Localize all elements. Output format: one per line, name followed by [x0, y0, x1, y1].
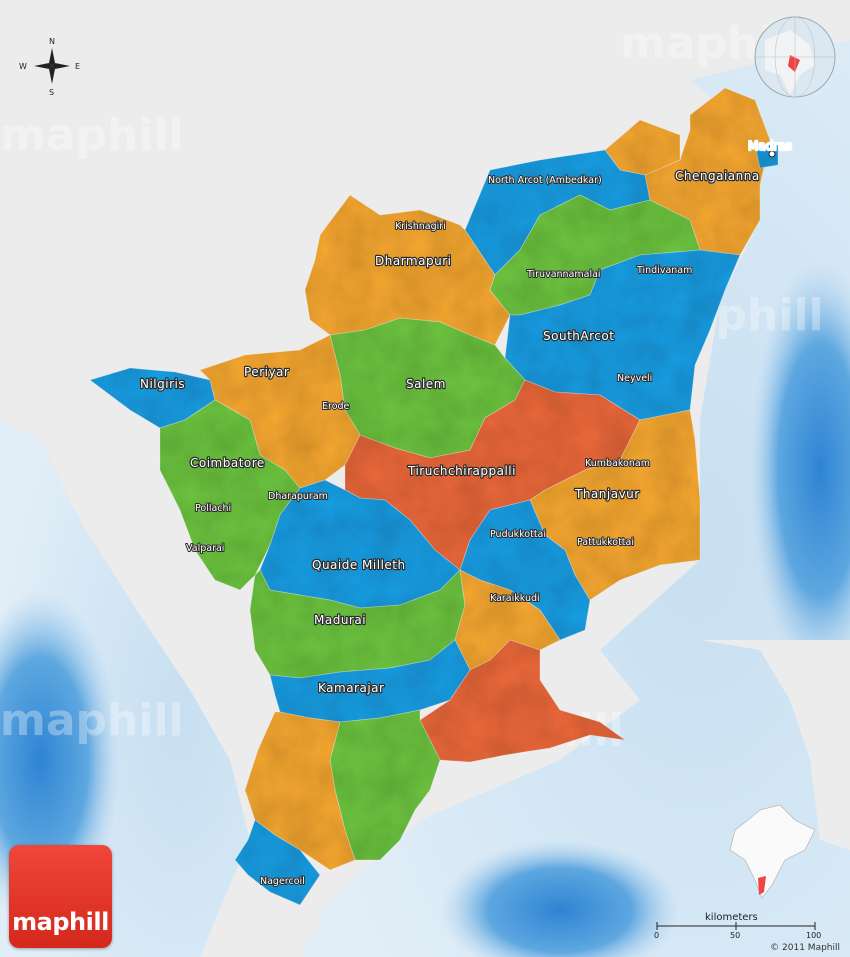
district-kanniyakumari[interactable]: [234, 819, 321, 906]
deep-water-west: [0, 590, 120, 930]
logo-text: maphill: [12, 908, 109, 936]
compass-west: W: [19, 62, 27, 71]
label-dharapuram: Dharapuram: [268, 491, 328, 502]
compass-rose: N S E W: [19, 37, 80, 97]
scale-tick-100: 100: [806, 931, 821, 940]
label-chengaianna: Chengaianna: [675, 169, 760, 183]
town-labels: Madras Krishnagiri Tindivanam Neyveli Er…: [185, 138, 793, 888]
label-nilgiris: Nilgiris: [140, 377, 185, 391]
deep-water-east: [750, 260, 850, 680]
scale-tick-50: 50: [730, 931, 740, 940]
label-madras: Madras: [748, 139, 792, 153]
districts: [89, 87, 779, 906]
label-pudukkottai: Pudukkottai: [490, 529, 546, 540]
label-quaide-milleth: Quaide Milleth: [312, 558, 406, 572]
label-karaikkudi: Karaikkudi: [490, 593, 540, 604]
label-dharmapuri: Dharmapuri: [375, 254, 451, 268]
label-kumbakonam: Kumbakonam: [585, 458, 650, 469]
svg-text:maphill: maphill: [0, 695, 184, 746]
svg-text:maphill: maphill: [0, 110, 184, 161]
label-valparai: Valparai: [186, 543, 224, 554]
label-tiruvannamalai: Tiruvannamalai: [526, 269, 601, 280]
label-periyar: Periyar: [244, 365, 289, 379]
label-tiruchchirappalli: Tiruchchirappalli: [407, 464, 516, 478]
label-erode: Erode: [322, 401, 350, 412]
district-labels: North Arcot (Ambedkar) Chengaianna Dharm…: [139, 168, 761, 696]
label-pollachi: Pollachi: [195, 503, 231, 514]
compass-south: S: [49, 88, 54, 97]
scale-bar: kilometers 0 50 100: [654, 912, 821, 940]
label-thanjavur: Thanjavur: [574, 487, 640, 501]
district-madras[interactable]: [754, 141, 779, 169]
scale-title: kilometers: [705, 912, 758, 923]
compass-north: N: [49, 37, 55, 46]
district-tirunelveli-west[interactable]: [244, 711, 356, 871]
label-pattukkottai: Pattukkottai: [577, 537, 634, 548]
label-north-arcot: North Arcot (Ambedkar): [488, 175, 602, 186]
label-coimbatore: Coimbatore: [190, 456, 265, 470]
deep-water-south: [440, 840, 680, 957]
label-neyveli: Neyveli: [617, 373, 652, 384]
label-south-arcot: SouthArcot: [543, 329, 614, 343]
label-madurai: Madurai: [314, 613, 366, 627]
label-salem: Salem: [406, 377, 446, 391]
globe-locator: [754, 16, 836, 98]
label-krishnagiri: Krishnagiri: [395, 221, 446, 232]
scale-tick-0: 0: [654, 931, 659, 940]
copyright-text: © 2011 Maphill: [770, 943, 840, 953]
label-tindivanam: Tindivanam: [636, 265, 692, 276]
label-nagercoil: Nagercoil: [260, 876, 305, 887]
maphill-logo[interactable]: maphill: [9, 845, 112, 948]
india-inset: [729, 804, 816, 899]
label-kamarajar: Kamarajar: [318, 681, 384, 695]
compass-east: E: [75, 62, 80, 71]
bay-of-bengal: [300, 40, 850, 957]
sri-lanka-coast: [700, 640, 850, 850]
